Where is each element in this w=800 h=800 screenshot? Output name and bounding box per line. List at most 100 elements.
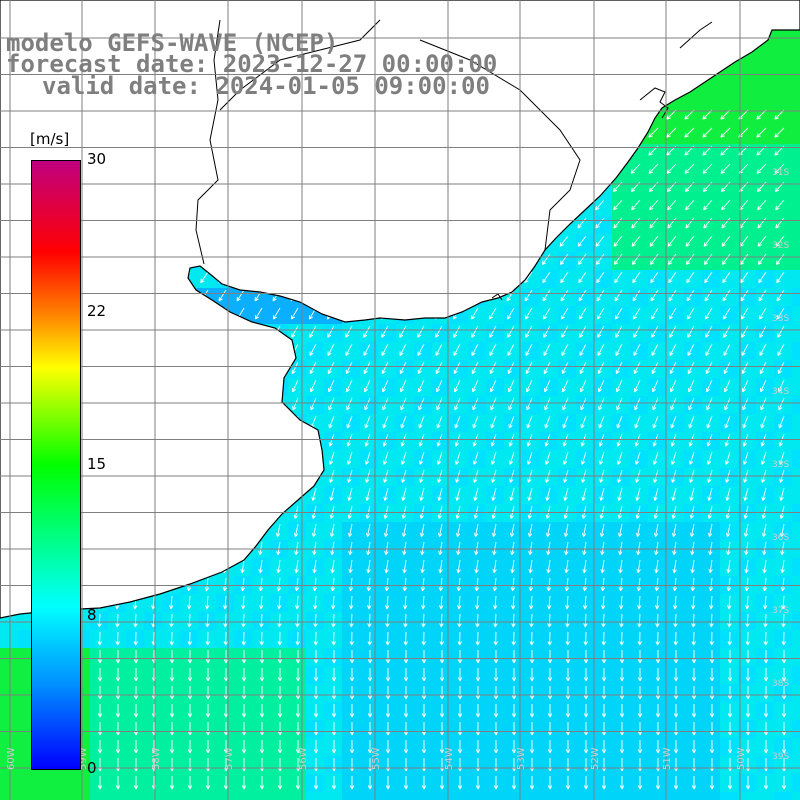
wind-arrow: [667, 199, 677, 211]
wind-arrow: [595, 235, 605, 247]
field-cell: [324, 630, 342, 648]
field-cell: [270, 774, 288, 792]
field-cell: [684, 342, 702, 360]
field-cell: [378, 360, 396, 378]
wind-arrow: [601, 686, 607, 700]
field-cell: [324, 612, 342, 630]
field-cell: [486, 342, 504, 360]
wind-arrow: [385, 740, 391, 754]
field-cell: [756, 54, 774, 72]
wind-arrow: [348, 577, 354, 592]
field-cell: [360, 720, 378, 738]
wind-arrow: [365, 487, 371, 501]
field-cell: [504, 396, 522, 414]
wind-arrow: [666, 109, 677, 120]
wind-arrow: [726, 595, 732, 610]
field-cell: [666, 486, 684, 504]
field-cell: [792, 792, 800, 800]
wind-arrow: [598, 379, 605, 393]
wind-arrow: [453, 343, 461, 356]
field-cell: [198, 630, 216, 648]
field-cell: [396, 630, 414, 648]
wind-arrow: [455, 523, 461, 538]
wind-arrow: [436, 379, 443, 393]
wind-arrow: [399, 361, 407, 375]
field-cell: [576, 486, 594, 504]
wind-arrow: [293, 523, 299, 538]
field-cell: [486, 432, 504, 450]
wind-arrow: [401, 487, 407, 501]
wind-arrow: [547, 668, 553, 682]
wind-arrow: [331, 631, 336, 646]
wind-arrow: [345, 361, 353, 375]
wind-arrow: [259, 776, 265, 790]
field-cell: [432, 630, 450, 648]
wind-arrow: [702, 127, 713, 138]
wind-arrow: [763, 776, 769, 790]
field-cell: [576, 288, 594, 306]
wind-arrow: [349, 740, 355, 754]
field-cell: [666, 378, 684, 396]
field-cell: [774, 720, 792, 738]
field-cell: [252, 648, 270, 666]
wind-arrow: [668, 271, 677, 284]
wind-arrow: [421, 613, 426, 628]
field-cell: [432, 324, 450, 342]
wind-arrow: [578, 289, 587, 302]
field-cell: [504, 468, 522, 486]
wind-arrow: [673, 722, 679, 736]
field-cell: [684, 738, 702, 756]
wind-arrow: [709, 776, 715, 790]
wind-arrow: [688, 397, 695, 411]
wind-arrow: [637, 722, 643, 736]
field-cell: [324, 414, 342, 432]
wind-arrow: [763, 704, 769, 718]
wind-arrow: [619, 668, 625, 682]
wind-arrow: [507, 343, 515, 356]
field-cell: [306, 684, 324, 702]
field-cell: [702, 126, 720, 144]
lon-label: 60W: [6, 747, 17, 770]
wind-arrow: [363, 361, 371, 375]
wind-arrow: [115, 776, 121, 790]
wind-arrow: [457, 686, 463, 700]
field-cell: [288, 666, 306, 684]
wind-arrow: [684, 163, 695, 174]
field-cell: [702, 486, 720, 504]
wind-arrow: [349, 686, 355, 700]
field-cell: [576, 612, 594, 630]
wind-arrow: [400, 451, 407, 465]
wind-arrow: [690, 577, 696, 592]
field-cell: [450, 756, 468, 774]
field-cell: [396, 468, 414, 486]
field-cell: [468, 774, 486, 792]
field-cell: [702, 198, 720, 216]
field-cell: [738, 306, 756, 324]
valid-date: valid date: 2024-01-05 09:00:00: [42, 72, 490, 100]
wind-arrow: [488, 307, 497, 320]
wind-arrow: [346, 415, 353, 429]
field-cell: [306, 720, 324, 738]
field-cell: [252, 684, 270, 702]
wind-arrow: [403, 704, 409, 718]
wind-arrow: [727, 776, 733, 790]
field-cell: [162, 630, 180, 648]
field-cell: [522, 342, 540, 360]
field-cell: [540, 738, 558, 756]
field-cell: [522, 288, 540, 306]
field-cell: [576, 396, 594, 414]
wind-arrow: [778, 415, 785, 429]
field-cell: [72, 792, 90, 800]
wind-arrow: [756, 127, 767, 138]
wind-arrow: [367, 650, 373, 664]
field-cell: [558, 288, 576, 306]
wind-arrow: [205, 776, 211, 790]
field-cell: [522, 774, 540, 792]
wind-arrow: [346, 433, 353, 447]
wind-arrow: [667, 235, 677, 247]
field-cell: [234, 792, 252, 800]
wind-arrow: [652, 397, 659, 411]
field-cell: [666, 414, 684, 432]
field-cell: [720, 666, 738, 684]
